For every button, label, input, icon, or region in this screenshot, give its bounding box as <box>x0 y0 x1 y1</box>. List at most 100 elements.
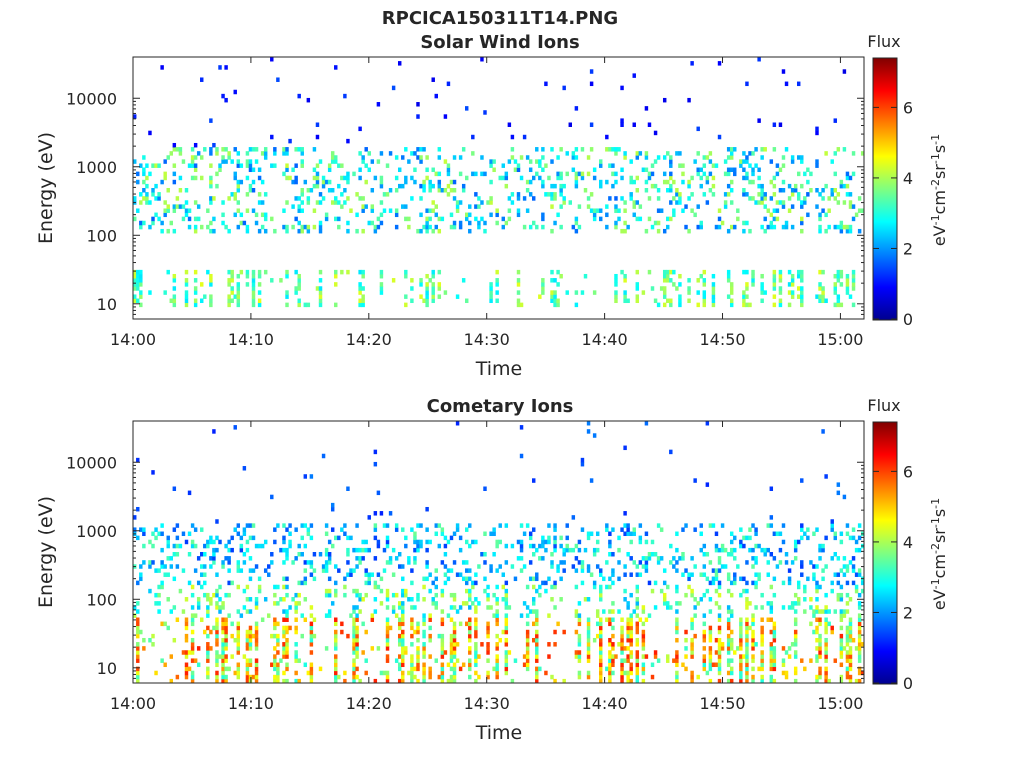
heatmap-cell <box>690 192 694 197</box>
heatmap-cell <box>288 138 292 144</box>
heatmap-cell <box>309 670 314 676</box>
heatmap-cell <box>142 171 146 177</box>
heatmap-cell <box>449 642 454 647</box>
heatmap-cell <box>815 588 819 594</box>
heatmap-cell <box>763 552 767 557</box>
heatmap-cell <box>675 286 679 291</box>
heatmap-cell <box>139 200 143 205</box>
heatmap-cell <box>574 179 579 185</box>
heatmap-cell <box>772 621 777 627</box>
heatmap-cell <box>233 425 237 430</box>
heatmap-cell <box>352 629 356 635</box>
heatmap-cell <box>726 625 731 631</box>
heatmap-cell <box>382 523 387 528</box>
heatmap-cell <box>733 572 737 577</box>
heatmap-cell <box>662 568 667 573</box>
heatmap-cell <box>428 188 432 193</box>
heatmap-cell <box>355 642 359 647</box>
heatmap-cell <box>251 674 256 680</box>
heatmap-cell <box>486 605 490 610</box>
heatmap-cell <box>562 629 566 635</box>
heatmap-cell <box>285 666 289 672</box>
heatmap-cell <box>857 637 862 643</box>
heatmap-cell <box>200 527 204 532</box>
heatmap-cell <box>717 613 722 618</box>
heatmap-cell <box>586 646 591 651</box>
heatmap-cell <box>397 617 402 622</box>
heatmap-cell <box>236 584 241 590</box>
heatmap-cell <box>690 625 694 631</box>
heatmap-cell <box>650 171 655 177</box>
heatmap-cell <box>675 151 679 156</box>
heatmap-cell <box>806 212 810 218</box>
heatmap-cell <box>583 547 588 553</box>
heatmap-cell <box>379 286 384 291</box>
heatmap-cell <box>321 568 326 573</box>
heatmap-cell <box>285 151 289 156</box>
heatmap-cell <box>726 269 731 275</box>
heatmap-cell <box>361 621 365 627</box>
heatmap-cell <box>729 224 734 230</box>
heatmap-cell <box>800 183 804 189</box>
heatmap-cell <box>474 192 478 197</box>
heatmap-cell <box>745 286 749 291</box>
heatmap-cell <box>413 674 417 680</box>
heatmap-cell <box>845 273 850 279</box>
heatmap-cell <box>635 601 640 606</box>
heatmap-cell <box>419 196 423 201</box>
heatmap-cell <box>190 637 195 643</box>
heatmap-cell <box>796 601 801 606</box>
heatmap-cell <box>857 547 862 553</box>
heatmap-cell <box>839 609 844 614</box>
heatmap-cell <box>468 621 472 627</box>
heatmap-cell <box>851 171 856 177</box>
heatmap-cell <box>233 637 237 643</box>
heatmap-cell <box>245 175 250 181</box>
heatmap-cell <box>818 584 822 590</box>
heatmap-cell <box>702 294 707 299</box>
heatmap-cell <box>227 196 231 201</box>
heatmap-cell <box>818 282 822 287</box>
heatmap-cell <box>248 658 253 663</box>
heatmap-cell <box>666 224 670 230</box>
heatmap-cell <box>401 204 405 209</box>
heatmap-cell <box>428 278 432 283</box>
heatmap-cell <box>468 605 472 610</box>
heatmap-cell <box>793 629 798 635</box>
heatmap-cell <box>650 163 655 168</box>
heatmap-cell <box>845 592 850 598</box>
heatmap-cell <box>528 609 533 614</box>
heatmap-cell <box>355 629 359 635</box>
heatmap-cell <box>608 670 612 676</box>
heatmap-cell <box>577 637 582 643</box>
heatmap-cell <box>416 625 420 631</box>
heatmap-cell <box>812 609 816 614</box>
heatmap-cell <box>318 192 323 197</box>
heatmap-cell <box>489 531 493 537</box>
heatmap-cell <box>452 666 457 672</box>
heatmap-cell <box>193 175 198 181</box>
heatmap-cell <box>425 527 429 532</box>
heatmap-cell <box>358 302 362 308</box>
heatmap-cell <box>516 290 521 295</box>
heatmap-cell <box>827 196 831 201</box>
heatmap-cell <box>739 159 743 164</box>
heatmap-cell <box>778 167 783 173</box>
heatmap-cell <box>510 543 515 549</box>
heatmap-cell <box>842 609 847 614</box>
heatmap-cell <box>251 535 256 541</box>
heatmap-cell <box>726 273 731 279</box>
heatmap-cell <box>410 568 414 573</box>
heatmap-cell <box>845 286 850 291</box>
heatmap-cell <box>708 666 713 672</box>
heatmap-cell <box>745 678 749 684</box>
heatmap-cell <box>845 192 850 197</box>
heatmap-cell <box>425 175 429 181</box>
heatmap-cell <box>568 200 572 205</box>
heatmap-cell <box>495 597 499 602</box>
figure-title: RPCICA150311T14.PNG <box>382 8 618 29</box>
heatmap-cell <box>468 617 472 622</box>
heatmap-cell <box>507 216 512 222</box>
heatmap-cell <box>812 613 816 618</box>
heatmap-cell <box>666 278 670 283</box>
